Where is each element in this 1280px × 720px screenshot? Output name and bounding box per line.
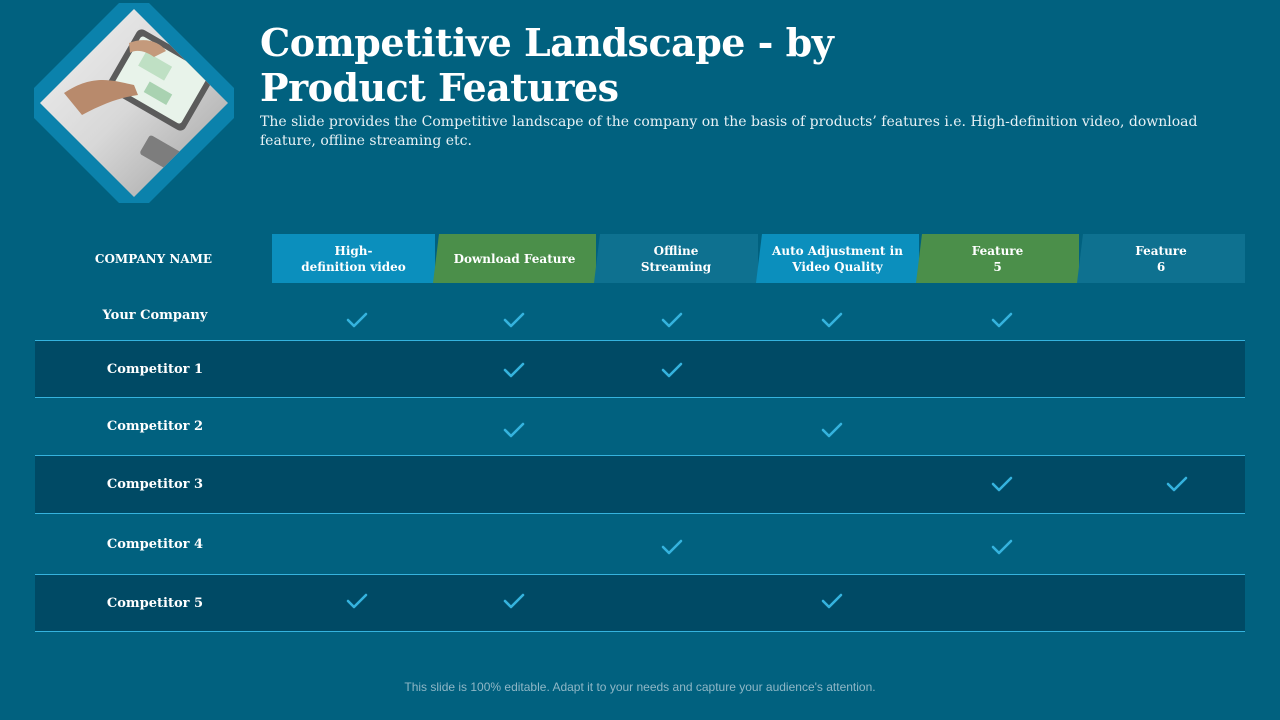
feature-header-5: Feature 5 (916, 234, 1079, 283)
feature-header-1-line2: definition video (301, 259, 406, 274)
table-row: Competitor 1 (35, 341, 1245, 398)
feature-header-6-line2: 6 (1156, 259, 1166, 274)
checkmark-icon (1166, 475, 1188, 493)
feature-header-1-line1: High- (334, 243, 373, 258)
checkmark-icon (503, 311, 525, 329)
table-row: Competitor 5 (35, 575, 1245, 632)
checkmark-icon (503, 361, 525, 379)
table-row: Competitor 3 (35, 456, 1245, 514)
feature-header-4: Auto Adjustment in Video Quality (756, 234, 919, 283)
row-label: Competitor 2 (106, 419, 204, 434)
checkmark-icon (661, 311, 683, 329)
tablet-photo-image (34, 3, 234, 203)
title-line-1: Competitive Landscape - by (260, 20, 834, 65)
feature-header-6-line1: Feature (1135, 243, 1187, 258)
checkmark-icon (661, 538, 683, 556)
feature-header-2: Download Feature (433, 234, 596, 283)
slide-subtitle: The slide provides the Competitive lands… (260, 114, 1198, 149)
row-label: Competitor 5 (106, 595, 204, 611)
feature-header-4-line1: Auto Adjustment in (772, 243, 903, 258)
decorative-photo-diamond (34, 3, 234, 203)
checkmark-icon (346, 592, 368, 610)
row-label: Competitor 1 (106, 361, 204, 377)
table-row: Your Company (35, 290, 1245, 341)
checkmark-icon (503, 421, 525, 439)
checkmark-icon (821, 421, 843, 439)
feature-header-5-line1: Feature (971, 243, 1024, 258)
feature-header-2-line1: Download Feature (453, 251, 576, 266)
row-label: Competitor 4 (106, 536, 204, 552)
checkmark-icon (346, 311, 368, 329)
checkmark-icon (991, 311, 1013, 329)
table-row: Competitor 2 (35, 398, 1245, 456)
row-label: Your Company (102, 307, 208, 323)
checkmark-icon (991, 538, 1013, 556)
table-row: Competitor 4 (35, 514, 1245, 575)
checkmark-icon (503, 592, 525, 610)
title-line-2: Product Features (260, 65, 619, 110)
page-title: Competitive Landscape - by Product Featu… (260, 20, 980, 110)
feature-header-4-line2: Video Quality (792, 259, 883, 274)
feature-header-5-line2: 5 (993, 259, 1002, 274)
checkmark-icon (991, 475, 1013, 493)
feature-header-3-line2: Streaming (640, 259, 712, 274)
row-label: Competitor 3 (106, 477, 204, 492)
checkmark-icon (821, 311, 843, 329)
feature-header-6: Feature 6 (1077, 234, 1245, 283)
footer-note: This slide is 100% editable. Adapt it to… (404, 680, 876, 694)
checkmark-icon (821, 592, 843, 610)
feature-header-1: High-definition video (272, 234, 435, 283)
checkmark-icon (661, 361, 683, 379)
feature-header-3: Offline Streaming (594, 234, 758, 283)
company-name-header: COMPANY NAME (94, 251, 213, 266)
feature-header-3-line1: Offline (653, 243, 699, 258)
